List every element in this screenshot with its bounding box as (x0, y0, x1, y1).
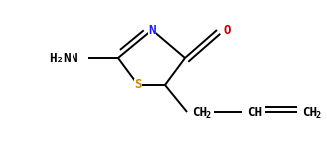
Text: H: H (60, 51, 67, 64)
Text: CH: CH (302, 106, 317, 119)
Text: H: H (56, 51, 64, 64)
Text: 2: 2 (206, 112, 211, 121)
Text: H: H (56, 51, 64, 64)
Text: H₂N: H₂N (49, 51, 71, 64)
Text: CH: CH (192, 106, 207, 119)
Text: N: N (69, 51, 77, 64)
Text: 2: 2 (316, 112, 321, 121)
Text: N: N (148, 23, 156, 36)
Text: O: O (223, 23, 231, 36)
Text: 2: 2 (64, 56, 70, 65)
Text: CH: CH (247, 106, 262, 119)
Text: S: S (134, 79, 142, 92)
